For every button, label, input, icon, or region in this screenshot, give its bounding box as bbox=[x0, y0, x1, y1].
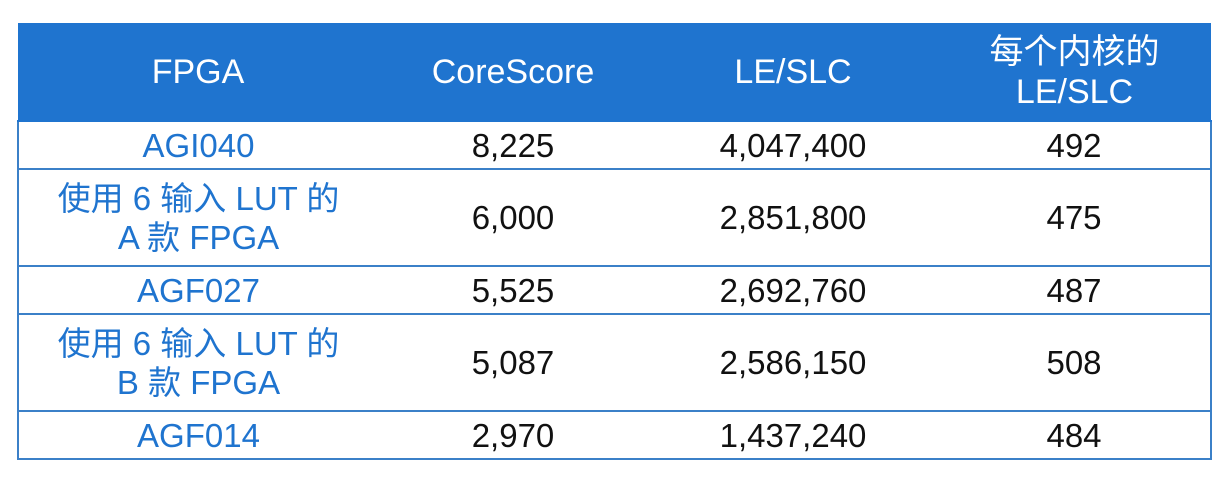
cell-le-slc-per-core: 508 bbox=[938, 313, 1212, 412]
header-corescore: CoreScore bbox=[378, 23, 648, 122]
cell-fpga: AGI040 bbox=[17, 120, 378, 170]
table-row: AGF014 2,970 1,437,240 484 bbox=[17, 410, 1212, 460]
table-row: AGF027 5,525 2,692,760 487 bbox=[17, 265, 1212, 315]
table-header: FPGA CoreScore LE/SLC 每个内核的 LE/SLC bbox=[18, 23, 1211, 122]
fpga-comparison-table: FPGA CoreScore LE/SLC 每个内核的 LE/SLC AGI04… bbox=[17, 23, 1212, 460]
table-body: AGI040 8,225 4,047,400 492 使用 6 输入 LUT 的… bbox=[17, 120, 1212, 460]
header-row: FPGA CoreScore LE/SLC 每个内核的 LE/SLC bbox=[18, 23, 1211, 122]
cell-fpga: AGF014 bbox=[17, 410, 378, 460]
fpga-name: AGI040 bbox=[142, 126, 255, 164]
cell-le-slc: 2,851,800 bbox=[648, 168, 938, 267]
cell-corescore: 5,525 bbox=[378, 265, 648, 315]
header-le-slc: LE/SLC bbox=[648, 23, 938, 122]
cell-le-slc-per-core: 492 bbox=[938, 120, 1212, 170]
header-le-slc-per-core: 每个内核的 LE/SLC bbox=[938, 23, 1211, 122]
table-row: 使用 6 输入 LUT 的 A 款 FPGA 6,000 2,851,800 4… bbox=[17, 168, 1212, 267]
fpga-name-line-1: 使用 6 输入 LUT 的 bbox=[57, 324, 340, 362]
fpga-name-line-2: A 款 FPGA bbox=[117, 218, 280, 256]
cell-le-slc-per-core: 484 bbox=[938, 410, 1212, 460]
fpga-name-line-1: 使用 6 输入 LUT 的 bbox=[57, 179, 340, 217]
table-row: AGI040 8,225 4,047,400 492 bbox=[17, 120, 1212, 170]
cell-corescore: 5,087 bbox=[378, 313, 648, 412]
cell-corescore: 6,000 bbox=[378, 168, 648, 267]
cell-le-slc: 2,692,760 bbox=[648, 265, 938, 315]
cell-le-slc: 2,586,150 bbox=[648, 313, 938, 412]
fpga-comparison-table-container: FPGA CoreScore LE/SLC 每个内核的 LE/SLC AGI04… bbox=[17, 23, 1212, 460]
header-corescore-text: CoreScore bbox=[431, 52, 595, 91]
header-fpga-text: FPGA bbox=[151, 52, 245, 91]
header-le-slc-text: LE/SLC bbox=[734, 52, 852, 91]
cell-le-slc: 4,047,400 bbox=[648, 120, 938, 170]
table-row: 使用 6 输入 LUT 的 B 款 FPGA 5,087 2,586,150 5… bbox=[17, 313, 1212, 412]
cell-fpga: 使用 6 输入 LUT 的 B 款 FPGA bbox=[17, 313, 378, 412]
cell-corescore: 2,970 bbox=[378, 410, 648, 460]
cell-fpga: AGF027 bbox=[17, 265, 378, 315]
cell-le-slc-per-core: 487 bbox=[938, 265, 1212, 315]
header-per-core-line-1: 每个内核的 bbox=[989, 32, 1160, 71]
cell-le-slc-per-core: 475 bbox=[938, 168, 1212, 267]
fpga-name: AGF014 bbox=[137, 416, 260, 454]
fpga-name: AGF027 bbox=[137, 271, 260, 309]
cell-le-slc: 1,437,240 bbox=[648, 410, 938, 460]
cell-corescore: 8,225 bbox=[378, 120, 648, 170]
header-fpga: FPGA bbox=[18, 23, 378, 122]
fpga-name-line-2: B 款 FPGA bbox=[116, 363, 281, 401]
cell-fpga: 使用 6 输入 LUT 的 A 款 FPGA bbox=[17, 168, 378, 267]
header-per-core-line-2: LE/SLC bbox=[1015, 72, 1134, 111]
